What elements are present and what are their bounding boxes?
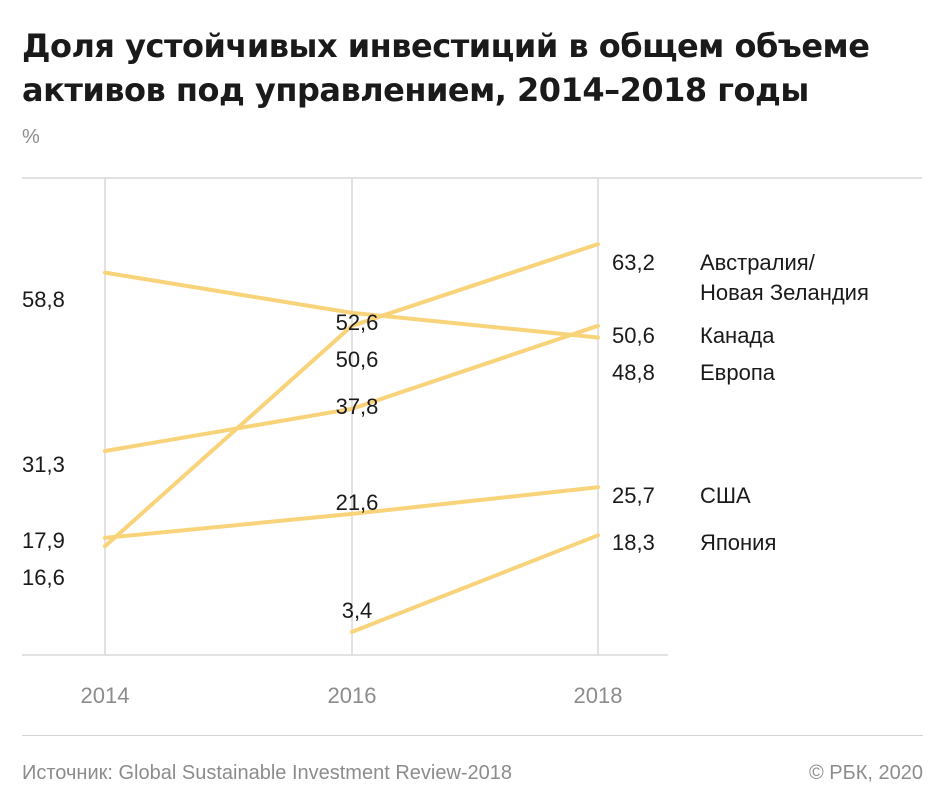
data-label-япония-2018: 18,3 xyxy=(612,530,655,555)
series-line-канада xyxy=(103,323,600,453)
data-label-европа-2014: 58,8 xyxy=(22,287,65,312)
series-name-европа: Европа xyxy=(700,360,776,385)
x-tick-2016: 2016 xyxy=(328,683,377,708)
series-line-европа xyxy=(103,270,600,340)
chart-title: Доля устойчивых инвестиций в общем объем… xyxy=(22,27,870,109)
data-label-сша-2016: 21,6 xyxy=(336,490,379,515)
data-label-австралия-новая-зеландия-2014: 16,6 xyxy=(22,565,65,590)
series-line-япония xyxy=(350,533,600,634)
data-label-канада-2016: 37,8 xyxy=(336,394,379,419)
series-name-канада: Канада xyxy=(700,323,775,348)
x-tick-2014: 2014 xyxy=(81,683,130,708)
data-label-европа-2018: 48,8 xyxy=(612,360,655,385)
data-label-европа-2016: 52,6 xyxy=(336,310,379,335)
data-label-сша-2018: 25,7 xyxy=(612,483,655,508)
footer-divider xyxy=(22,735,923,736)
data-label-австралия-новая-зеландия-2016: 50,6 xyxy=(336,347,379,372)
data-label-австралия-новая-зеландия-2018: 63,2 xyxy=(612,250,655,275)
data-label-канада-2018: 50,6 xyxy=(612,323,655,348)
data-label-япония-2016: 3,4 xyxy=(342,598,373,623)
series-line-сша xyxy=(103,485,600,540)
copyright: © РБК, 2020 xyxy=(808,762,923,784)
series-name-австралия-новая-зеландия: Австралия/Новая Зеландия xyxy=(700,250,869,305)
data-label-сша-2014: 17,9 xyxy=(22,528,65,553)
series-name-япония: Япония xyxy=(700,530,776,555)
line-chart: 2014 2016 2018 16,6 50,6 63,2 58,8 52,6 48,8 31,3… xyxy=(22,177,922,708)
data-label-канада-2014: 31,3 xyxy=(22,452,65,477)
series-line-австралия-новая-зеландия xyxy=(103,242,600,549)
series-name-сша: США xyxy=(700,483,751,508)
x-tick-2018: 2018 xyxy=(574,683,623,708)
unit-label: % xyxy=(22,126,40,148)
source-note: Источник: Global Sustainable Investment … xyxy=(22,762,513,784)
